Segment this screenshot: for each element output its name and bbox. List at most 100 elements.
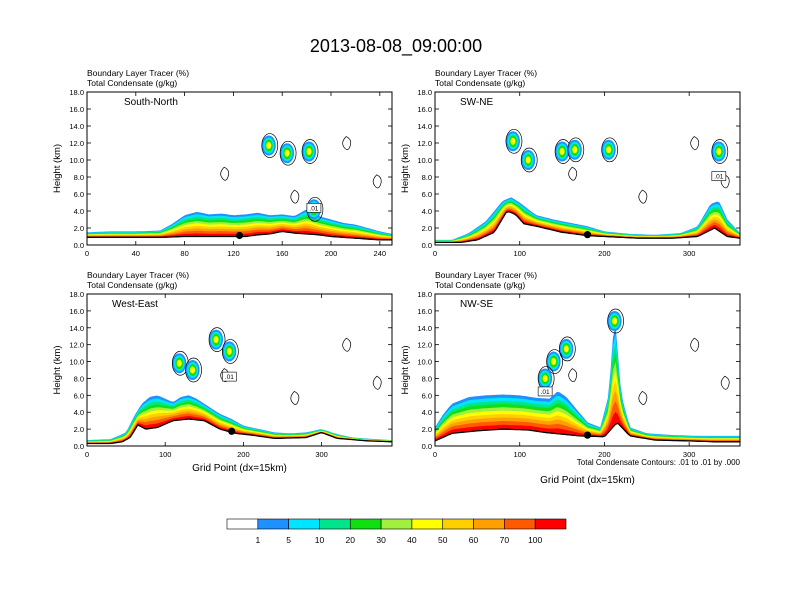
y-tick-label: 0.0 [74, 442, 84, 451]
condensate-contour [546, 349, 563, 374]
condensate-contour [208, 327, 226, 352]
condensate-contour [290, 189, 300, 204]
y-tick-label: 2.0 [422, 425, 432, 434]
x-tick-label: 0 [85, 249, 89, 258]
colorbar-swatch [411, 518, 444, 530]
condensate-contour [342, 337, 352, 352]
contour-label: .01 [541, 389, 550, 396]
cloud-blob [510, 137, 516, 145]
condensate-contour [638, 390, 648, 405]
x-tick-label: 200 [325, 249, 338, 258]
tracer-level-70 [87, 413, 392, 444]
y-tick-label: 16.0 [417, 105, 432, 114]
cloud-blob [612, 317, 618, 325]
plot-area [87, 327, 392, 445]
y-axis-label: Height (km) [52, 144, 63, 193]
y-tick-label: 8.0 [74, 374, 84, 383]
colorbar: 1 5 10 20 30 40 50 60 70 100 [226, 518, 567, 545]
condensate-contour [505, 128, 523, 154]
y-axis-label: Height (km) [52, 345, 63, 394]
cloud-blob [716, 148, 722, 155]
contour-label-box [537, 386, 553, 397]
cloud-blob [563, 345, 569, 353]
panel-header-line: Total Condensate (g/kg) [87, 280, 177, 290]
condensate-contour [690, 136, 700, 150]
y-tick-label: 14.0 [417, 324, 432, 333]
y-tick-label: 16.0 [417, 307, 432, 316]
condensate-contour [185, 357, 202, 383]
x-tick-label: 100 [513, 249, 526, 258]
cloud-blob [525, 156, 531, 164]
cloud-blob [542, 374, 548, 382]
colorbar-label: 5 [286, 535, 291, 545]
y-tick-label: 12.0 [417, 139, 432, 148]
cloud-blob [176, 359, 182, 367]
y-tick-label: 2.0 [74, 425, 84, 434]
panel-title: SW-NE [460, 97, 493, 108]
y-tick-label: 18.0 [69, 290, 84, 299]
y-tick-label: 12.0 [417, 341, 432, 350]
cloud-blob [284, 149, 290, 157]
panel-title: NW-SE [460, 299, 493, 310]
y-tick-label: 8.0 [422, 374, 432, 383]
panel-1: Boundary Layer Tracer (%)Total Condensat… [400, 68, 741, 258]
y-tick-label: 2.0 [74, 224, 84, 233]
cloud-blob [190, 366, 196, 374]
panels: Boundary Layer Tracer (%)Total Condensat… [52, 68, 741, 486]
y-axis-label: Height (km) [400, 345, 411, 394]
cloud-blob [266, 142, 272, 150]
colorbar-label: 30 [376, 535, 386, 545]
cloud-blob [306, 148, 312, 155]
x-tick-label: 80 [180, 249, 188, 258]
contour-label-box [306, 203, 322, 213]
colorbar-label: 100 [528, 535, 542, 545]
contour-label-box [222, 371, 237, 382]
x-tick-label: 0 [85, 450, 89, 459]
y-tick-label: 12.0 [69, 341, 84, 350]
y-tick-label: 8.0 [422, 173, 432, 182]
cloud-blob [559, 148, 565, 155]
contour-label: .01 [225, 374, 234, 381]
condensate-contour [638, 189, 648, 204]
condensate-contour [301, 139, 319, 164]
condensate-contour [290, 390, 300, 405]
y-tick-label: 10.0 [417, 156, 432, 165]
plot-area [87, 133, 392, 241]
contour-label: .01 [714, 174, 723, 181]
colorbar-swatch [349, 518, 382, 530]
colorbar-label: 1 [255, 535, 260, 545]
condensate-contour [567, 137, 585, 163]
terrain-line [87, 418, 392, 445]
x-tick-label: 200 [598, 450, 611, 459]
panel-title: West-East [112, 299, 158, 310]
condensate-contour [568, 166, 578, 181]
y-tick-label: 14.0 [69, 122, 84, 131]
y-tick-label: 0.0 [74, 241, 84, 250]
contour-label: .01 [309, 205, 318, 212]
condensate-contour [720, 375, 730, 390]
y-axis-label: Height (km) [400, 144, 411, 193]
y-tick-label: 18.0 [69, 88, 84, 97]
panel-0: Boundary Layer Tracer (%)Total Condensat… [52, 68, 393, 258]
condensate-contour [221, 339, 239, 364]
colorbar-swatch [257, 518, 289, 530]
condensate-contour [342, 136, 352, 150]
colorbar-label: 40 [407, 535, 417, 545]
y-tick-label: 10.0 [69, 156, 84, 165]
y-tick-label: 0.0 [422, 241, 432, 250]
panel-2: Boundary Layer Tracer (%)Total Condensat… [52, 270, 393, 474]
tracer-level-1 [87, 395, 392, 444]
x-tick-label: 120 [227, 249, 240, 258]
colorbar-swatch [380, 518, 413, 530]
y-tick-label: 8.0 [74, 173, 84, 182]
cloud-blob [572, 146, 578, 154]
colorbar-label: 10 [315, 535, 325, 545]
y-tick-label: 6.0 [74, 391, 84, 400]
condensate-contour [601, 137, 619, 163]
panel-header-line: Boundary Layer Tracer (%) [87, 270, 189, 280]
colorbar-label: 20 [346, 535, 356, 545]
panel-header-line: Boundary Layer Tracer (%) [87, 68, 189, 78]
x-tick-label: 300 [683, 450, 696, 459]
x-tick-label: 240 [374, 249, 387, 258]
